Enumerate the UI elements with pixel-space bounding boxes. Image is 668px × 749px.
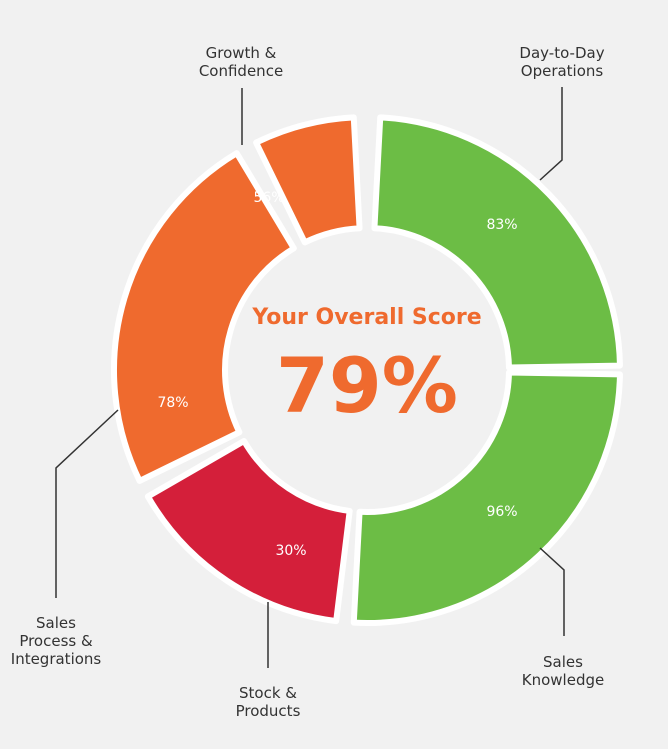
segment-day-to-day-operations	[371, 114, 623, 371]
segment-growth-confidence	[253, 114, 363, 246]
leader-line	[539, 547, 565, 636]
overall-score-title: Your Overall Score	[252, 305, 482, 330]
label-day-to-day-operations: Day-to-Day Operations	[519, 44, 605, 80]
segment-value-label: 30%	[275, 543, 306, 559]
segment-value-label: 56%	[253, 190, 284, 206]
overall-score-value: 79%	[276, 341, 458, 430]
segment-sales-knowledge	[350, 369, 623, 626]
label-sales-knowledge: Sales Knowledge	[521, 653, 605, 689]
label-growth-confidence: Growth & Confidence	[198, 44, 284, 80]
donut-hole	[228, 231, 506, 509]
segment-value-label: 83%	[486, 217, 517, 233]
label-stock-products: Stock & Products	[235, 684, 301, 720]
leader-line	[539, 87, 563, 181]
leader-line	[55, 409, 119, 598]
segment-stock-products	[144, 438, 353, 625]
segment-value-label: 78%	[157, 395, 188, 411]
label-sales-process-integrations: Sales Process & Integrations	[10, 614, 102, 668]
segment-value-label: 96%	[486, 504, 517, 520]
segment-sales-process-integrations	[111, 150, 297, 484]
